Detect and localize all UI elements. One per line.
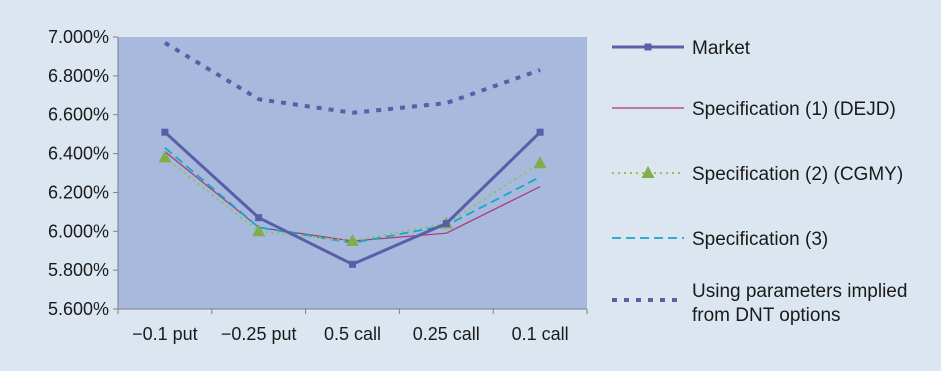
legend-marker-spec2: [641, 166, 655, 178]
legend-label-dnt: Using parameters implied: [692, 281, 907, 302]
data-point-market: [442, 220, 450, 228]
data-point-spec2: [158, 150, 172, 163]
series-line-spec2: [164, 156, 541, 242]
legend-label-market: Market: [692, 38, 751, 59]
y-tick-label: 6.400%: [48, 144, 109, 164]
data-point-spec2: [346, 234, 359, 246]
data-point-spec2: [533, 156, 547, 169]
legend-label-spec2: Specification (2) (CGMY): [692, 164, 903, 185]
legend-label-spec1: Specification (1) (DEJD): [692, 99, 896, 120]
legend-label-spec3: Specification (3): [692, 229, 828, 250]
y-tick-label: 6.000%: [48, 221, 109, 241]
x-tick-label: 0.1 call: [512, 324, 569, 344]
data-point-market: [536, 128, 544, 136]
y-tick-label: 7.000%: [48, 27, 109, 47]
y-tick-label: 5.600%: [48, 299, 109, 319]
x-tick-label: 0.25 call: [413, 324, 480, 344]
data-point-spec2: [252, 224, 266, 237]
legend-marker-market: [644, 43, 652, 51]
data-point-market: [349, 260, 356, 268]
legend-label-dnt: from DNT options: [692, 305, 841, 326]
y-tick-label: 6.200%: [48, 182, 109, 202]
y-tick-label: 5.800%: [48, 260, 109, 280]
x-tick-label: −0.1 put: [132, 324, 198, 344]
data-point-market: [255, 214, 263, 222]
x-tick-label: −0.25 put: [221, 324, 297, 344]
x-tick-label: 0.5 call: [324, 324, 381, 344]
y-tick-label: 6.600%: [48, 105, 109, 125]
data-point-market: [161, 128, 169, 136]
y-tick-label: 6.800%: [48, 66, 109, 86]
series-line-dnt: [163, 41, 541, 115]
